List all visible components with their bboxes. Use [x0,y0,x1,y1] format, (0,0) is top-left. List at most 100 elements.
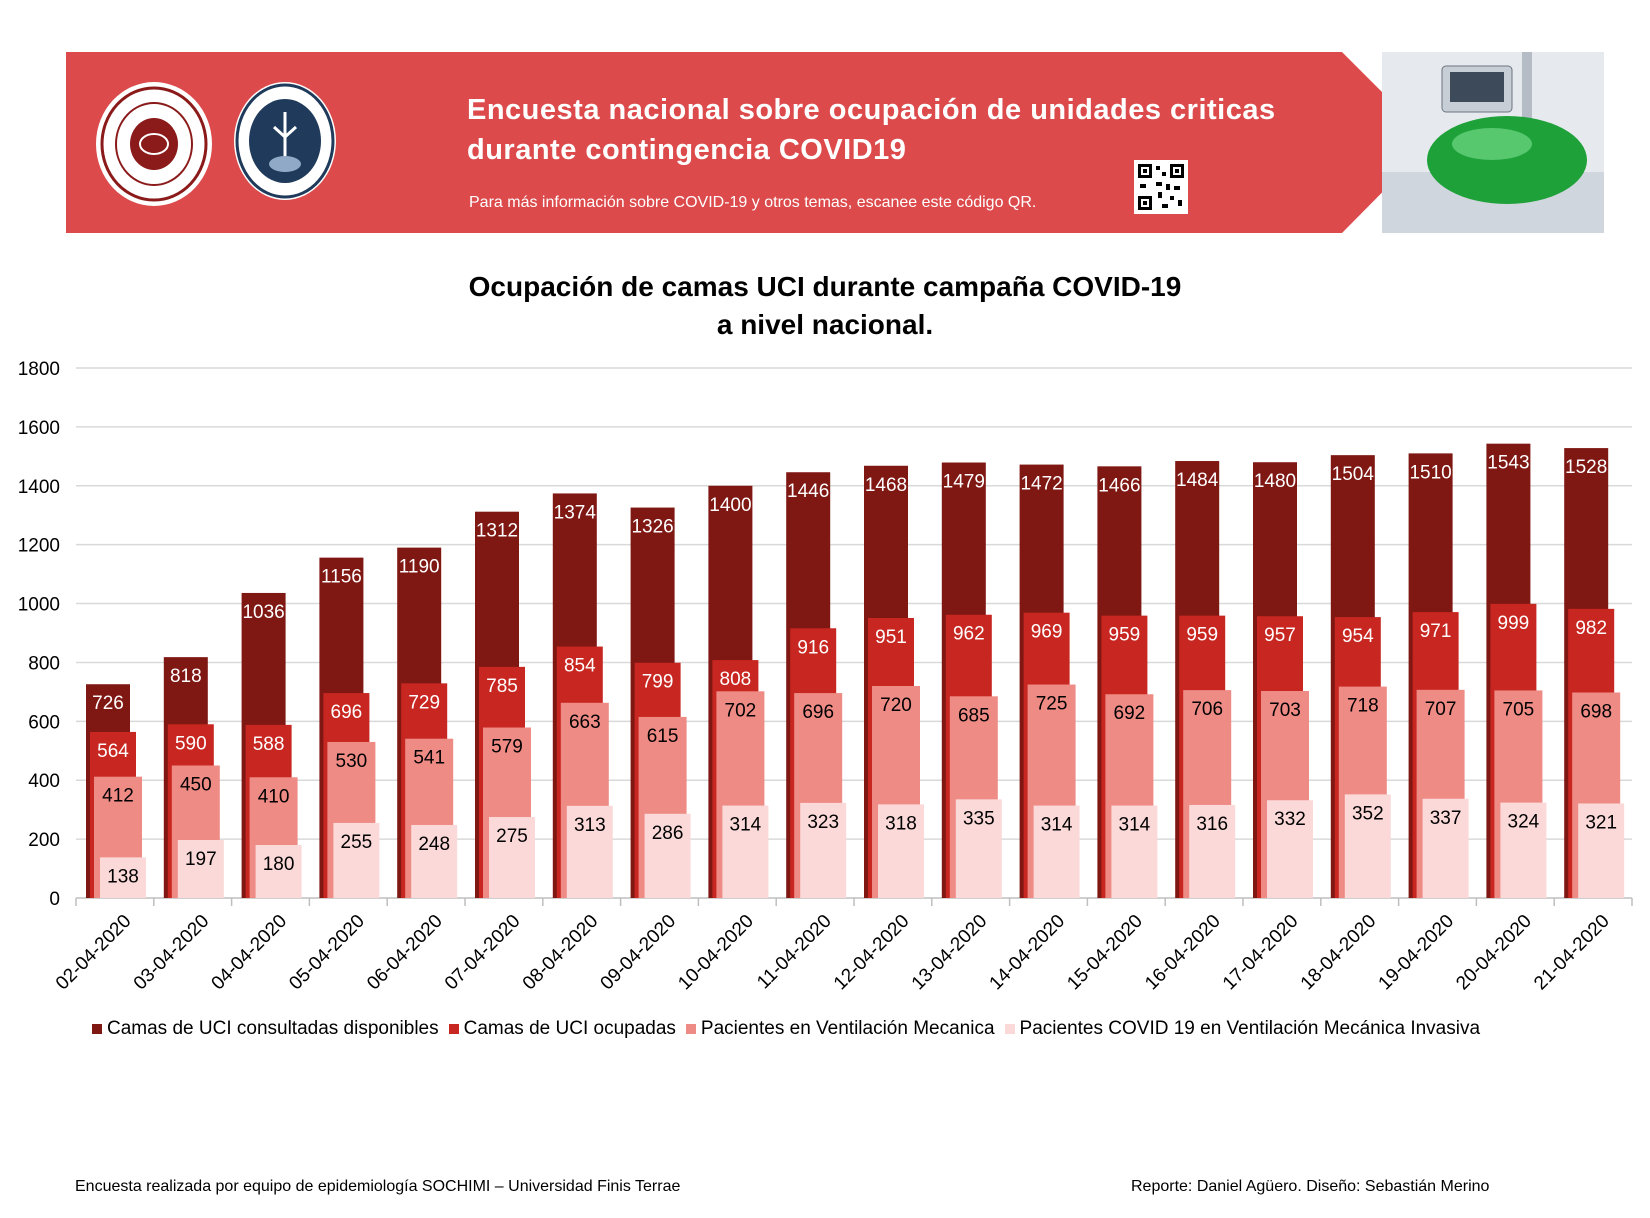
data-label: 588 [253,734,285,755]
bar [800,802,847,898]
bar [566,805,613,898]
data-label: 698 [1580,701,1612,722]
data-label: 818 [170,666,202,687]
bar [1344,794,1391,898]
data-label: 962 [953,624,985,645]
data-label: 1510 [1409,462,1451,483]
data-label: 663 [569,712,601,733]
data-label: 313 [574,815,606,836]
data-label: 314 [1041,815,1073,836]
data-label: 323 [807,812,839,833]
y-tick-label: 400 [28,771,60,792]
data-label: 705 [1503,699,1535,720]
legend-label: Pacientes en Ventilación Mecanica [700,1018,995,1039]
bar [955,799,1002,898]
data-label: 854 [564,656,596,677]
data-label: 951 [875,627,907,648]
data-label: 959 [1186,625,1218,646]
x-tick-label: 06-04-2020 [363,911,447,995]
x-tick-label: 02-04-2020 [52,911,136,995]
legend-label: Camas de UCI consultadas disponibles [107,1018,439,1039]
chart-title: Ocupación de camas UCI durante campaña C… [0,268,1650,344]
chart-title-line2: a nivel nacional. [716,309,934,340]
data-label: 450 [180,775,212,796]
data-label: 1472 [1020,474,1062,495]
data-label: 726 [92,693,124,714]
data-label: 1468 [865,475,907,496]
data-label: 332 [1274,809,1306,830]
data-label: 314 [1119,815,1151,836]
data-label: 720 [880,695,912,716]
x-tick-label: 12-04-2020 [830,911,914,995]
bar [1111,805,1158,898]
data-label: 541 [413,748,445,769]
data-label: 971 [1420,621,1452,642]
bar [644,813,691,898]
data-label: 916 [797,637,829,658]
x-tick-label: 18-04-2020 [1297,911,1381,995]
uft-logo [234,82,336,200]
data-label: 696 [331,702,363,723]
data-label: 1400 [709,495,751,516]
data-label: 318 [885,813,917,834]
data-label: 725 [1036,694,1068,715]
data-label: 1528 [1565,457,1607,478]
legend-item: Pacientes en Ventilación Mecanica [685,1018,995,1040]
data-label: 1326 [631,517,673,538]
data-label: 337 [1430,808,1462,829]
sochimi-logo [96,82,212,206]
x-tick-label: 08-04-2020 [519,911,603,995]
bar [1033,805,1080,898]
x-tick-label: 21-04-2020 [1530,911,1614,995]
ventilator-photo [1382,52,1604,233]
x-tick-label: 15-04-2020 [1063,911,1147,995]
data-label: 982 [1575,618,1607,639]
bar [1267,800,1313,898]
data-label: 615 [647,726,679,747]
legend-label: Camas de UCI ocupadas [463,1018,676,1039]
bar [255,845,302,898]
data-label: 180 [263,854,295,875]
data-label: 729 [408,692,440,713]
data-label: 314 [730,815,762,836]
x-tick-label: 10-04-2020 [674,911,758,995]
x-tick-label: 17-04-2020 [1219,911,1303,995]
bar-chart: 0 200 400 600 800 1000 1200 1400 1600 1800 726 564 4… [18,359,1633,995]
data-label: 321 [1585,812,1617,833]
data-label: 335 [963,808,995,829]
bar [100,857,146,898]
data-label: 530 [336,751,368,772]
data-label: 1190 [399,557,440,578]
data-label: 1446 [787,481,829,502]
data-label: 138 [107,866,139,887]
x-tick-label: 09-04-2020 [597,911,681,995]
bar [1500,802,1547,898]
data-label: 286 [652,823,684,844]
bar [1189,804,1236,898]
data-label: 969 [1031,622,1063,643]
data-label: 707 [1425,699,1457,720]
banner-title: Encuesta nacional sobre ocupación de uni… [467,94,1276,166]
x-tick-label: 19-04-2020 [1375,911,1459,995]
chart-title-line1: Ocupación de camas UCI durante campaña C… [468,271,1182,302]
x-tick-label: 11-04-2020 [753,911,836,994]
data-label: 706 [1191,699,1223,720]
y-tick-label: 1200 [18,536,60,557]
data-label: 1480 [1254,471,1296,492]
data-label: 999 [1498,613,1530,634]
data-label: 808 [720,669,752,690]
data-label: 248 [418,834,450,855]
data-label: 785 [486,676,518,697]
chart-legend: Camas de UCI consultadas disponibles Cama… [92,1018,1480,1040]
data-label: 702 [725,700,757,721]
data-label: 957 [1264,625,1296,646]
y-tick-label: 0 [49,889,60,910]
data-label: 703 [1269,700,1301,721]
x-tick-label: 20-04-2020 [1452,911,1536,995]
data-label: 1543 [1487,453,1529,474]
legend-item: Camas de UCI consultadas disponibles [92,1018,439,1040]
y-tick-label: 1600 [18,418,60,439]
bar [333,822,380,898]
data-label: 564 [97,741,129,762]
data-label: 1479 [943,472,985,493]
